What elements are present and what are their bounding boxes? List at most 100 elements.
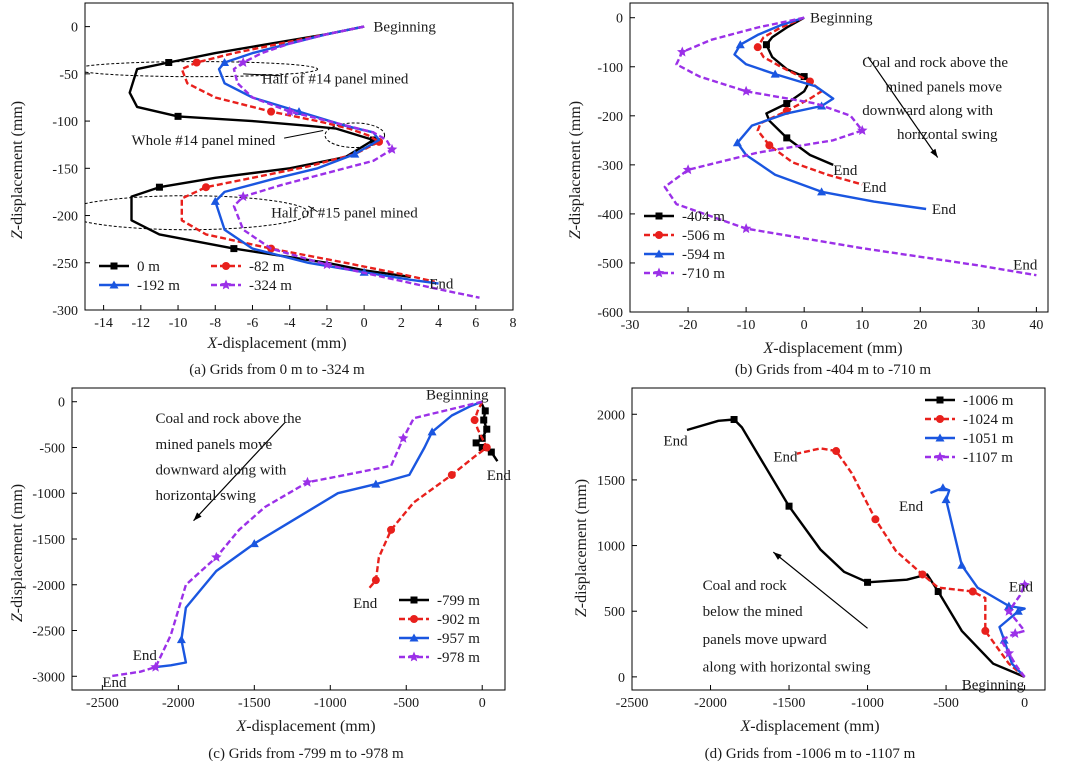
y-tick-label: 1500	[597, 474, 625, 489]
annotation-1: Coal and rock above the	[862, 55, 1008, 71]
series-line-1	[796, 447, 1026, 678]
legend-label: -192 m	[137, 278, 180, 294]
data-point	[968, 587, 977, 596]
plot-area	[109, 400, 499, 678]
annotation-3: downward along with	[156, 462, 287, 478]
data-point	[176, 635, 186, 644]
x-tick-label: -1000	[851, 696, 884, 711]
y-tick-label: -50	[59, 68, 78, 83]
x-tick-label: 30	[971, 318, 985, 333]
data-point	[934, 588, 942, 596]
data-point	[783, 100, 791, 108]
x-tick-label: -30	[621, 318, 640, 333]
plot-frame	[84, 2, 514, 311]
data-point	[682, 164, 694, 175]
y-tick-label: 0	[616, 12, 623, 27]
legend-marker	[654, 249, 664, 258]
panel-b-xlabel: X-displacement (mm)	[762, 340, 902, 357]
y-tick-label: -200	[52, 210, 78, 225]
x-tick-label: 8	[510, 316, 517, 331]
data-point	[785, 502, 793, 510]
annotation-4: horizontal swing	[156, 488, 257, 504]
data-point	[864, 578, 872, 586]
annotation-8: End	[1009, 579, 1034, 595]
data-point	[230, 245, 238, 253]
legend-marker	[109, 280, 119, 289]
series-line-2	[733, 16, 927, 211]
data-point	[155, 183, 163, 191]
annotation-2: mined panels move	[885, 79, 1002, 95]
legend-label: -404 m	[682, 209, 725, 225]
data-point	[237, 57, 249, 67]
y-tick-label: -1500	[32, 533, 65, 548]
x-tick-label: -10	[169, 316, 188, 331]
annotation-3: panels move upward	[703, 632, 828, 648]
trend-arrow	[193, 422, 286, 522]
legend-marker	[935, 433, 945, 442]
data-point	[369, 136, 377, 144]
y-tick-label: 0	[71, 21, 78, 36]
legend-label: -710 m	[682, 266, 725, 282]
legend-label: -1051 m	[963, 431, 1014, 447]
x-tick-label: 40	[1029, 318, 1043, 333]
y-tick-label: 0	[58, 396, 65, 411]
data-point	[800, 73, 808, 81]
data-point	[740, 223, 752, 234]
annotation-8: End	[102, 675, 127, 691]
data-point	[871, 515, 880, 524]
data-point	[371, 479, 381, 488]
chart-0: -14 -12 -10 -8 -6 -4 -2 0 2 4 6 8 0 -50 -100 -150 -200 -2…	[52, 2, 517, 331]
legend-marker	[220, 279, 232, 290]
data-point	[482, 443, 491, 452]
panel-d-ylabel: Z-displacement (mm)	[573, 479, 590, 617]
legend-label: -1006 m	[963, 393, 1014, 409]
panel-c-ylabel: Z-displacement (mm)	[9, 484, 26, 622]
legend-marker	[936, 396, 944, 404]
data-point	[1004, 601, 1014, 610]
annotation-0: Beginning	[373, 20, 436, 36]
data-point	[371, 576, 380, 585]
annotation-0: Beginning	[810, 11, 873, 27]
series-line-3	[109, 400, 483, 678]
data-point	[483, 425, 491, 433]
annotation-6: End	[773, 449, 798, 465]
legend-label: -902 m	[437, 612, 480, 628]
data-point	[765, 141, 774, 150]
data-point	[832, 447, 841, 456]
legend-marker	[934, 451, 946, 462]
legend-marker	[408, 651, 420, 662]
leader-line	[308, 205, 318, 213]
annotation-7: End	[133, 648, 158, 664]
x-tick-label: -500	[393, 696, 419, 711]
y-tick-label: -150	[52, 162, 78, 177]
legend-marker	[655, 212, 663, 220]
panel-d: (d) Grids from -1006 m to -1107 m X-disp…	[573, 479, 916, 762]
x-tick-label: -2000	[162, 696, 195, 711]
data-point	[192, 58, 201, 67]
series-line-1	[756, 16, 863, 186]
annotation-3: Half of #15 panel mined	[271, 206, 418, 222]
plot-area	[663, 16, 1037, 277]
trend-arrow	[772, 551, 868, 629]
data-point	[470, 416, 479, 425]
legend-marker	[410, 596, 418, 604]
panel-a-ylabel: Z-displacement (mm)	[9, 101, 26, 239]
legend-label: -1107 m	[963, 450, 1013, 466]
y-tick-label: -2500	[32, 625, 65, 640]
y-tick-label: 1000	[597, 540, 625, 555]
chart-1: -30 -20 -10 0 10 20 30 400-100-200-300-400-500-…	[597, 2, 1049, 333]
legend: -404 m -506 m -594 m -710 m	[644, 209, 725, 282]
series-line-2	[155, 400, 483, 669]
annotation-2: Whole #14 panel mined	[132, 133, 276, 149]
x-tick-label: -4	[284, 316, 296, 331]
x-tick-label: -2	[321, 316, 333, 331]
data-point	[350, 149, 360, 158]
x-tick-label: 4	[435, 316, 442, 331]
annotation-7: End	[899, 499, 924, 515]
annotation-5: End	[833, 163, 858, 179]
annotation-0: Beginning	[426, 387, 489, 403]
x-tick-label: -8	[209, 316, 221, 331]
data-point	[249, 539, 259, 548]
plot-area	[85, 25, 480, 299]
